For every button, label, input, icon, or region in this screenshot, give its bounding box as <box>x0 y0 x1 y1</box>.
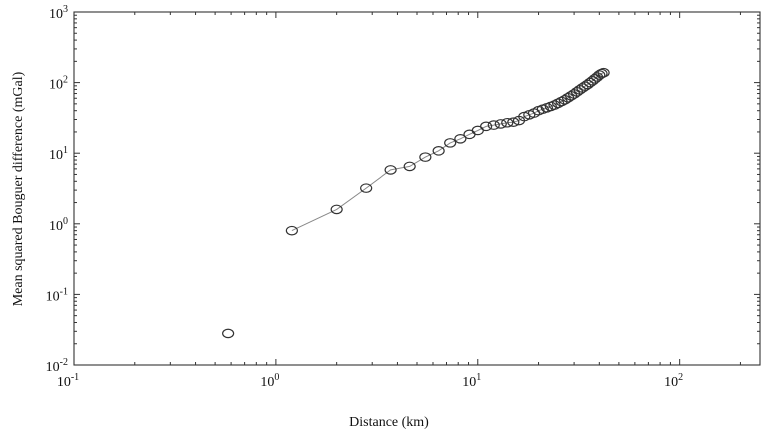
y-tick-label: 101 <box>49 145 68 163</box>
data-point <box>454 133 467 144</box>
y-axis-title: Mean squared Bouguer difference (mGal) <box>11 71 26 306</box>
y-tick-label: 10-1 <box>46 286 68 304</box>
x-tick-label: 101 <box>462 372 481 390</box>
data-point <box>480 121 493 132</box>
y-tick-label: 102 <box>49 75 68 93</box>
data-point <box>487 120 500 130</box>
data-point <box>494 119 507 129</box>
y-tick-label: 103 <box>49 4 68 22</box>
data-point <box>444 138 457 148</box>
series-layer <box>222 67 610 339</box>
x-tick-label: 10-1 <box>57 372 79 390</box>
data-point <box>507 117 520 127</box>
data-point <box>403 161 416 172</box>
data-point <box>432 146 445 156</box>
ticks-layer <box>73 11 760 366</box>
data-point <box>419 152 432 162</box>
x-tick-label: 102 <box>664 372 683 390</box>
data-point <box>384 165 397 175</box>
plot-frame <box>73 11 761 366</box>
x-axis-title: Distance (km) <box>349 415 429 430</box>
data-point <box>501 117 514 128</box>
data-point <box>330 204 343 215</box>
data-point <box>552 98 565 109</box>
data-point <box>360 183 373 193</box>
data-point <box>222 328 235 339</box>
data-point <box>285 225 298 236</box>
y-tick-label: 100 <box>49 216 68 234</box>
series-line <box>291 72 604 232</box>
x-tick-label: 100 <box>260 372 279 390</box>
data-point <box>597 67 610 78</box>
y-tick-label: 10-2 <box>46 357 68 375</box>
